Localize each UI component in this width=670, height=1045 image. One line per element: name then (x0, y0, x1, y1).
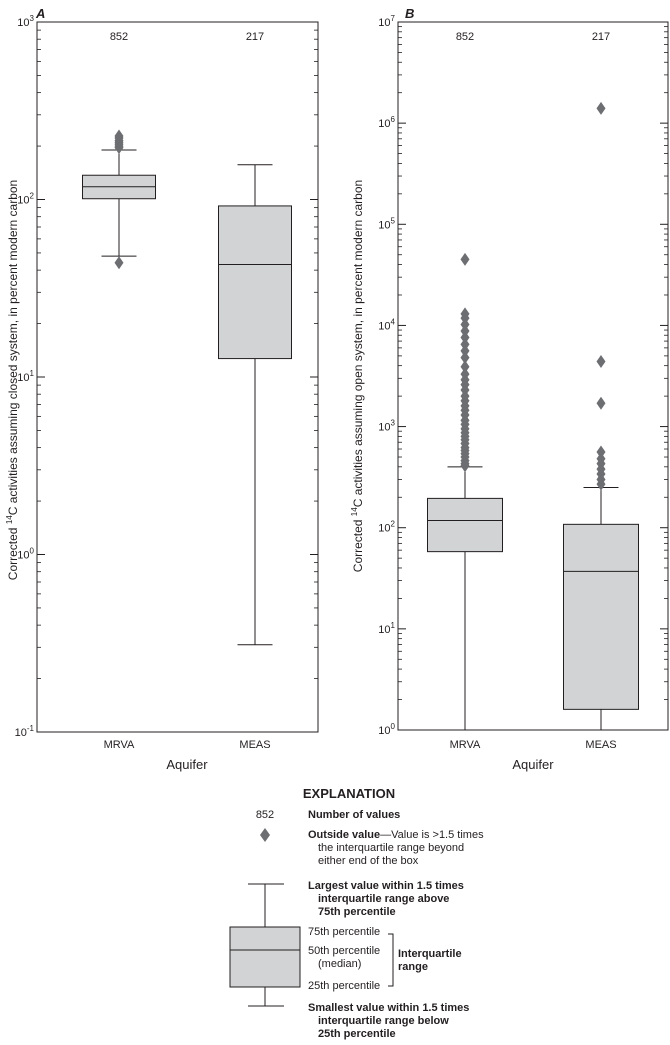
panel-b-y-axis-label: Corrected 14C activities assuming open s… (350, 180, 365, 572)
y-tick-label: 101 (378, 621, 395, 636)
panel-a-y-axis-label: Corrected 14C activities assuming closed… (5, 180, 20, 580)
outlier-point (114, 129, 124, 143)
y-tick-label: 101 (17, 369, 34, 384)
legend-box (229, 926, 301, 988)
panel-b-count-meas: 217 (592, 31, 610, 43)
legend-count-label: Number of values (308, 809, 400, 821)
outlier-point (596, 101, 606, 115)
panel-b-label: B (405, 6, 414, 21)
outlier-point (460, 360, 470, 374)
y-tick-label: 106 (378, 115, 395, 130)
panel-b-count-mrva: 852 (456, 31, 474, 43)
explanation-legend: EXPLANATION 852 Number of values Outside… (229, 786, 484, 1040)
box-plot-meas (218, 164, 292, 646)
legend-p75: 75th percentile (308, 926, 380, 938)
panel-b-x-tick-meas: MEAS (585, 739, 616, 751)
y-tick-label: 102 (378, 520, 395, 535)
legend-smallest-line-1: Smallest value within 1.5 times (308, 1002, 469, 1014)
panel-a-x-tick-meas: MEAS (239, 739, 270, 751)
panel-a-chart: A 10-1 100 101 102 103 852 217 MRVA MEAS Aqu… (5, 6, 319, 772)
panel-b-x-tick-mrva: MRVA (450, 739, 481, 751)
outlier-point (596, 396, 606, 410)
outlier-point (460, 344, 470, 358)
panel-b-boxes (427, 101, 639, 730)
legend-count-example: 852 (256, 809, 274, 821)
legend-smallest-line-2: interquartile range below (318, 1015, 449, 1027)
panel-a-x-tick-mrva: MRVA (104, 739, 135, 751)
iqr-box (218, 205, 292, 360)
panel-a-count-mrva: 852 (110, 31, 128, 43)
legend-largest-line-3: 75th percentile (318, 906, 396, 918)
outlier-point (460, 337, 470, 351)
legend-p50: 50th percentile (308, 945, 380, 957)
panel-a-count-meas: 217 (246, 31, 264, 43)
panel-a-x-axis-label: Aquifer (166, 757, 208, 772)
legend-largest-line-1: Largest value within 1.5 times (308, 880, 464, 892)
iqr-box (427, 497, 503, 553)
y-tick-label: 102 (17, 192, 34, 207)
outlier-point (596, 445, 606, 459)
y-tick-label: 100 (17, 547, 34, 562)
panel-a-label: A (35, 6, 45, 21)
legend-iqr-line-2: range (398, 961, 428, 973)
legend-smallest-line-3: 25th percentile (318, 1028, 396, 1040)
outlier-point (460, 367, 470, 381)
legend-iqr-bracket (388, 933, 394, 987)
outlier-point (596, 452, 606, 466)
panel-a-plot-frame (36, 21, 319, 733)
box-plot-mrva (427, 252, 503, 730)
outlier-point (460, 252, 470, 266)
y-tick-label: 105 (378, 216, 395, 231)
panel-a-y-ticks: 10-1 100 101 102 103 (15, 14, 318, 739)
outlier-point (114, 256, 124, 270)
iqr-box (563, 523, 639, 710)
y-tick-label: 107 (378, 14, 395, 29)
panel-b-plot-frame (397, 21, 669, 731)
legend-outside-line-1: Outside value—Value is >1.5 times (308, 829, 484, 841)
box-plot-meas (563, 101, 639, 730)
box-plot-mrva (82, 129, 156, 270)
legend-outlier-diamond-icon (260, 828, 270, 842)
legend-outside-line-3: either end of the box (318, 855, 419, 867)
outlier-point (460, 307, 470, 321)
y-tick-label: 103 (378, 419, 395, 434)
outlier-point (596, 354, 606, 368)
explanation-title: EXPLANATION (303, 786, 395, 801)
y-tick-label: 10-1 (15, 724, 35, 739)
panel-b-x-axis-label: Aquifer (512, 757, 554, 772)
y-tick-label: 104 (378, 317, 395, 332)
y-tick-label: 100 (378, 722, 395, 737)
panel-a-boxes (82, 129, 292, 646)
panel-b-y-ticks: 100 101 102 103 104 105 106 107 (378, 14, 668, 737)
legend-p50-sub: (median) (318, 958, 361, 970)
legend-outside-line-2: the interquartile range beyond (318, 842, 464, 854)
y-tick-label: 103 (17, 14, 34, 29)
legend-iqr-line-1: Interquartile (398, 948, 462, 960)
legend-p25: 25th percentile (308, 980, 380, 992)
legend-largest-line-2: interquartile range above (318, 893, 449, 905)
outlier-point (460, 351, 470, 365)
